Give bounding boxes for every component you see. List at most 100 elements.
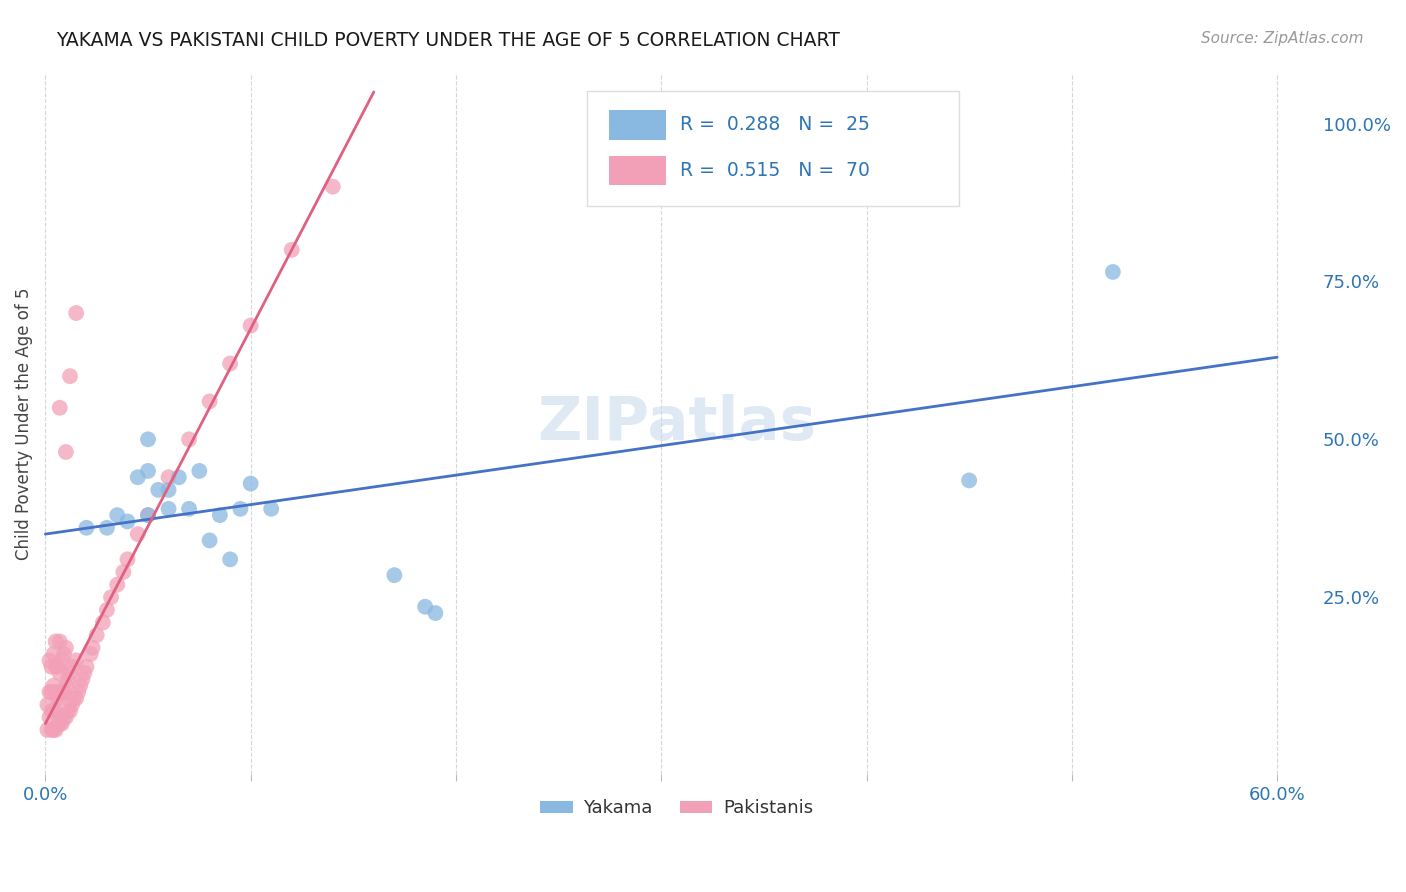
Text: R =  0.515   N =  70: R = 0.515 N = 70	[681, 161, 870, 180]
Point	[136, 464, 159, 478]
Point	[157, 470, 180, 484]
Point	[957, 474, 980, 488]
Point	[55, 679, 77, 693]
Text: R =  0.288   N =  25: R = 0.288 N = 25	[681, 115, 870, 135]
Text: Source: ZipAtlas.com: Source: ZipAtlas.com	[1201, 31, 1364, 46]
Point	[177, 501, 200, 516]
Point	[48, 634, 70, 648]
Point	[239, 476, 262, 491]
Point	[59, 369, 82, 384]
Point	[51, 653, 73, 667]
Point	[56, 673, 79, 687]
Point	[112, 565, 135, 579]
Point	[48, 716, 70, 731]
Point	[91, 615, 114, 630]
Point	[280, 243, 302, 257]
FancyBboxPatch shape	[609, 110, 666, 139]
Point	[117, 552, 139, 566]
Point	[38, 653, 60, 667]
Point	[46, 716, 69, 731]
Point	[73, 666, 96, 681]
Point	[425, 606, 447, 620]
Point	[75, 521, 97, 535]
Point	[41, 685, 63, 699]
Point	[82, 640, 104, 655]
Y-axis label: Child Poverty Under the Age of 5: Child Poverty Under the Age of 5	[15, 287, 32, 560]
Point	[48, 691, 70, 706]
Point	[42, 723, 65, 737]
Point	[65, 306, 87, 320]
Point	[198, 394, 221, 409]
Point	[157, 483, 180, 497]
Point	[45, 634, 67, 648]
Point	[55, 445, 77, 459]
Point	[136, 433, 159, 447]
Point	[127, 470, 149, 484]
Point	[48, 666, 70, 681]
Point	[86, 628, 108, 642]
Point	[52, 685, 75, 699]
Point	[96, 521, 118, 535]
Point	[65, 691, 87, 706]
Legend: Yakama, Pakistanis: Yakama, Pakistanis	[533, 792, 821, 825]
Point	[229, 501, 252, 516]
Point	[239, 318, 262, 333]
Point	[45, 685, 67, 699]
Text: ZIPatlas: ZIPatlas	[537, 394, 815, 453]
Point	[100, 591, 122, 605]
Point	[37, 698, 59, 712]
Point	[69, 679, 91, 693]
Point	[41, 723, 63, 737]
Point	[177, 433, 200, 447]
FancyBboxPatch shape	[586, 90, 959, 206]
Point	[48, 401, 70, 415]
Point	[136, 508, 159, 523]
Point	[46, 691, 69, 706]
Point	[41, 704, 63, 718]
Point	[105, 508, 128, 523]
Point	[52, 710, 75, 724]
Point	[60, 659, 83, 673]
Point	[63, 691, 86, 706]
Point	[45, 704, 67, 718]
Point	[38, 685, 60, 699]
Point	[41, 659, 63, 673]
Point	[59, 666, 82, 681]
Point	[67, 685, 90, 699]
Point	[51, 685, 73, 699]
Point	[55, 640, 77, 655]
Point	[42, 704, 65, 718]
Point	[1102, 265, 1125, 279]
Point	[136, 508, 159, 523]
Point	[65, 653, 87, 667]
Point	[188, 464, 211, 478]
FancyBboxPatch shape	[609, 156, 666, 186]
Point	[219, 357, 242, 371]
Point	[79, 647, 101, 661]
Point	[42, 679, 65, 693]
Point	[198, 533, 221, 548]
Point	[148, 483, 170, 497]
Point	[260, 501, 283, 516]
Point	[117, 515, 139, 529]
Point	[105, 577, 128, 591]
Point	[60, 698, 83, 712]
Point	[72, 673, 94, 687]
Point	[96, 603, 118, 617]
Point	[75, 659, 97, 673]
Point	[37, 723, 59, 737]
Point	[52, 647, 75, 661]
Point	[59, 704, 82, 718]
Point	[46, 659, 69, 673]
Point	[45, 659, 67, 673]
Point	[413, 599, 436, 614]
Point	[219, 552, 242, 566]
Point	[42, 647, 65, 661]
Point	[56, 704, 79, 718]
Point	[55, 710, 77, 724]
Point	[38, 710, 60, 724]
Point	[45, 723, 67, 737]
Point	[322, 179, 344, 194]
Point	[51, 716, 73, 731]
Point	[382, 568, 405, 582]
